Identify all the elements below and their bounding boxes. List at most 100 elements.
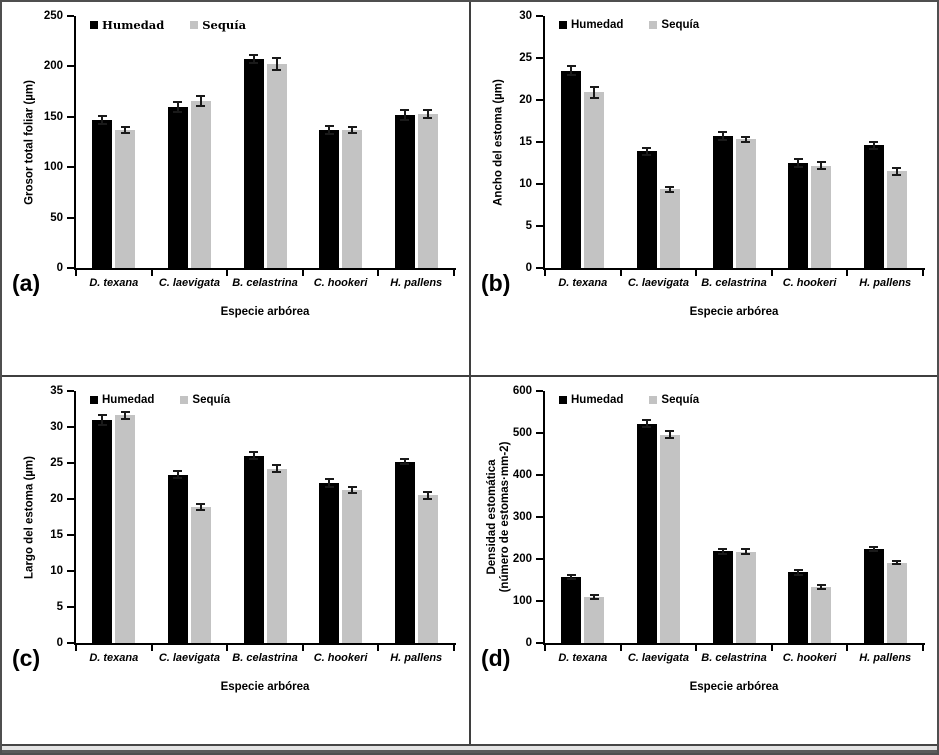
error-bar-cap-bottom bbox=[793, 166, 803, 169]
legend: Humedad Sequía bbox=[90, 394, 230, 406]
y-axis-tick-label: 0 bbox=[525, 637, 532, 649]
y-axis-tick bbox=[536, 432, 543, 434]
legend-item: Humedad bbox=[90, 19, 164, 31]
legend-marker-icon bbox=[180, 396, 189, 404]
error-bar-line bbox=[176, 470, 179, 479]
y-axis-tick-label: 20 bbox=[50, 493, 63, 505]
x-axis-title: Especie arbórea bbox=[689, 306, 779, 318]
error-bar-cap-bottom bbox=[816, 587, 826, 590]
error-bar-cap-top bbox=[892, 167, 902, 170]
error-bar-cap-top bbox=[869, 141, 879, 143]
bar-Humedad-D. texana bbox=[92, 419, 113, 643]
error-bar-cap-top bbox=[196, 503, 206, 506]
y-axis-tick-label: 0 bbox=[56, 262, 63, 274]
x-axis-category-label: B. celastrina bbox=[701, 277, 767, 289]
legend-item: Sequía bbox=[649, 19, 699, 31]
bar-Sequía-D. texana bbox=[115, 129, 136, 268]
x-axis-category-label: H. pallens bbox=[390, 652, 443, 664]
y-axis-tick-label: 400 bbox=[512, 469, 532, 481]
x-axis-tick bbox=[377, 645, 380, 651]
error-bar-cap-top bbox=[589, 593, 599, 596]
y-axis-line bbox=[74, 391, 76, 645]
error-bar-line bbox=[252, 55, 255, 64]
bar-Humedad-C. laevigata bbox=[636, 151, 657, 268]
y-axis-tick-label: 150 bbox=[43, 110, 63, 123]
bar-Humedad-D. texana bbox=[92, 119, 113, 268]
error-bar-cap-bottom bbox=[196, 104, 206, 107]
y-axis-title-line: Grosor total foliar (µm) bbox=[23, 79, 36, 205]
x-axis-tick bbox=[453, 645, 455, 651]
x-axis-title: Especie arbórea bbox=[689, 681, 779, 693]
y-axis-tick-label: 35 bbox=[50, 385, 63, 397]
error-bar-line bbox=[593, 86, 596, 99]
y-axis-tick-label: 5 bbox=[525, 220, 532, 232]
error-bar-cap-bottom bbox=[665, 437, 675, 440]
y-axis-tick-label: 0 bbox=[56, 637, 63, 649]
x-axis-category-label: B. celastrina bbox=[701, 652, 767, 664]
legend-marker-icon bbox=[649, 21, 658, 29]
bar-Humedad-H. pallens bbox=[394, 114, 415, 268]
legend-item: Humedad bbox=[559, 19, 623, 31]
bar-Sequía-B. celastrina bbox=[266, 468, 287, 643]
panel-letter: (c) bbox=[12, 645, 41, 671]
bar-Sequía-H. pallens bbox=[886, 171, 907, 268]
error-bar-cap-bottom bbox=[869, 550, 879, 553]
x-axis-category-label: C. laevigata bbox=[158, 277, 220, 289]
bar-Humedad-C. laevigata bbox=[167, 106, 188, 268]
x-axis-tick bbox=[150, 645, 153, 651]
y-axis-tick-label: 15 bbox=[519, 136, 532, 148]
x-axis-category-label: B. celastrina bbox=[232, 652, 298, 664]
legend-label: Humedad bbox=[102, 394, 155, 406]
error-bar-cap-bottom bbox=[423, 498, 433, 500]
bar-Sequía-H. pallens bbox=[417, 113, 438, 268]
y-axis-tick bbox=[67, 534, 74, 536]
error-bar-line bbox=[895, 168, 898, 175]
error-bar-line bbox=[199, 95, 202, 106]
x-axis-tick bbox=[619, 645, 622, 651]
y-axis-title-line: Densidad estomática bbox=[486, 459, 498, 575]
x-axis-category-label: C. laevigata bbox=[627, 652, 689, 664]
error-bar-line bbox=[275, 465, 278, 473]
error-bar-cap-top bbox=[97, 114, 107, 117]
error-bar-line bbox=[426, 491, 429, 499]
error-bar-cap-top bbox=[120, 410, 130, 413]
error-bar-cap-bottom bbox=[642, 426, 652, 429]
y-axis-tick-label: 15 bbox=[50, 529, 63, 541]
x-axis-title: Especie arbórea bbox=[220, 306, 310, 318]
panel-letter: (d) bbox=[481, 645, 511, 671]
x-axis-category-label: H. pallens bbox=[859, 277, 912, 289]
bar-Sequía-C. laevigata bbox=[659, 434, 680, 643]
error-bar-cap-top bbox=[892, 560, 902, 563]
error-bar-cap-top bbox=[642, 419, 652, 422]
error-bar-line bbox=[403, 458, 406, 465]
y-axis-tick bbox=[67, 15, 74, 17]
error-bar-cap-bottom bbox=[566, 73, 576, 76]
y-axis-title: Densidad estomática (número de estomas·mm… bbox=[486, 391, 512, 643]
x-axis-tick bbox=[922, 645, 924, 651]
x-axis-tick bbox=[770, 270, 773, 276]
y-axis-tick-label: 25 bbox=[50, 457, 63, 469]
error-bar-cap-top bbox=[793, 569, 803, 572]
legend-marker-icon bbox=[559, 396, 567, 404]
error-bar-cap-bottom bbox=[642, 153, 652, 156]
x-axis-tick bbox=[695, 270, 698, 276]
error-bar-line bbox=[797, 158, 800, 168]
error-bar-cap-bottom bbox=[589, 597, 599, 600]
error-bar-line bbox=[820, 585, 823, 589]
error-bar-cap-bottom bbox=[741, 141, 750, 143]
error-bar-line bbox=[101, 115, 104, 124]
error-bar-cap-bottom bbox=[324, 486, 334, 489]
x-axis-tick bbox=[226, 645, 229, 651]
error-bar-line bbox=[101, 414, 104, 425]
error-bar-line bbox=[645, 420, 648, 428]
panel-letter: (b) bbox=[481, 270, 511, 296]
error-bar-cap-bottom bbox=[347, 492, 357, 495]
bar-Sequía-C. hookeri bbox=[342, 129, 363, 268]
x-axis-tick bbox=[695, 645, 698, 651]
error-bar-cap-top bbox=[642, 146, 652, 149]
y-axis-tick bbox=[67, 115, 74, 118]
error-bar-line bbox=[351, 126, 354, 133]
error-bar-cap-top bbox=[272, 57, 281, 60]
error-bar-line bbox=[668, 430, 671, 439]
